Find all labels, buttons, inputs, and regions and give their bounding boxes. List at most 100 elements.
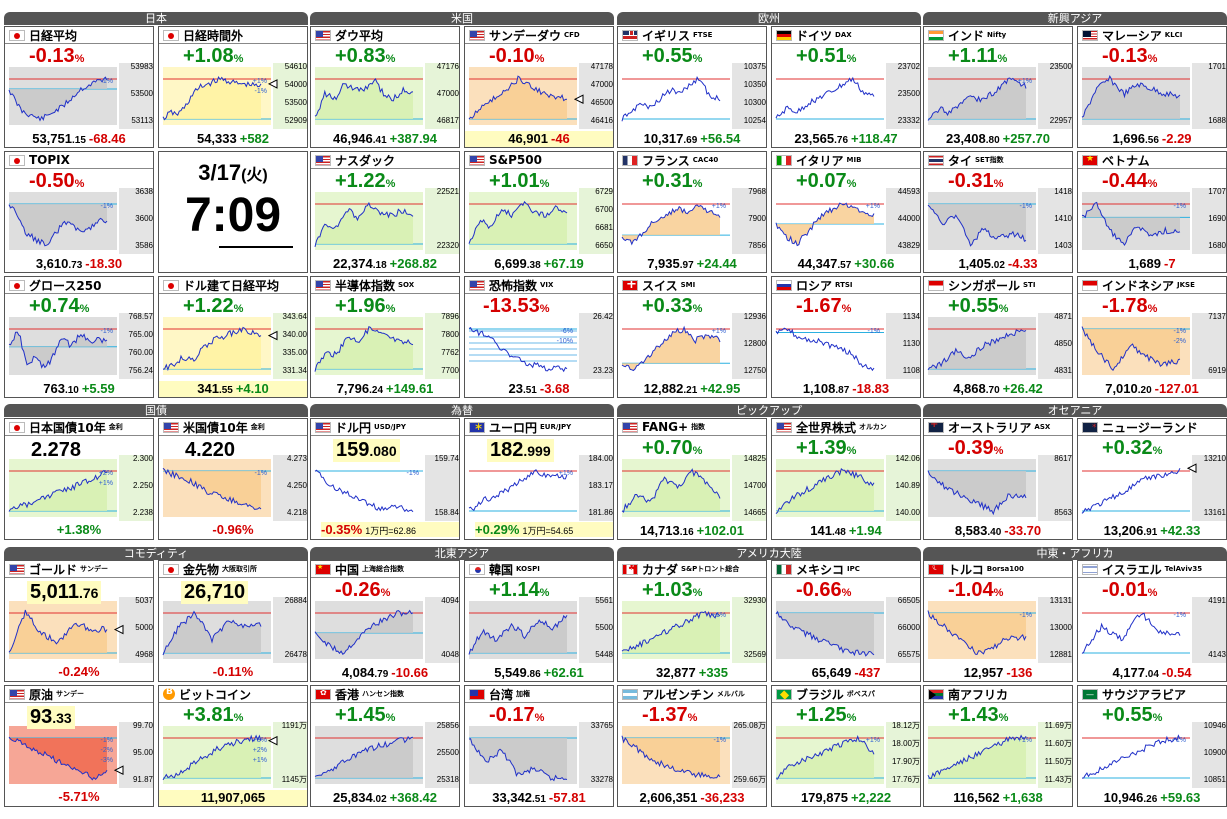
price-row: 4,084.79 -10.66 <box>311 665 459 681</box>
change-percent: +0.51% <box>796 45 856 68</box>
market-tile-sandaydow[interactable]: サンデーダウ CFD 47178 47000 46500 46416 -0.10% 46,90… <box>464 26 614 148</box>
chart-area <box>622 205 720 245</box>
change-percent: +1.01% <box>489 170 549 193</box>
market-tile-sox[interactable]: 半導体指数 SOX 7896 7800 7762 7700 +1.96% 7,796.24 +1… <box>310 276 460 398</box>
market-tile-klci[interactable]: マレーシア KLCI 1701 1688 -0.13% 1,696.56 -2.29 <box>1077 26 1227 148</box>
market-tile-growth[interactable]: グロース250 768.57 765.00 760.00 756.24 -1% +0.74%… <box>4 276 154 398</box>
series-line <box>468 469 568 512</box>
market-tile-oil[interactable]: 原油 サンデー 99.70 95.00 91.87 -1% -2% -3% 93.33 -5.71… <box>4 685 154 807</box>
mini-chart: 5561 5500 5448 <box>468 596 613 663</box>
market-tile-vix[interactable]: 恐怖指数 VIX 26.42 23.23 -6% -10% -13.53% 23.51 -3.6… <box>464 276 614 398</box>
price-main: 1,108 <box>802 381 836 396</box>
chart-area <box>315 203 413 247</box>
market-tile-jgb10[interactable]: 日本国債10年 金利 2.300 2.250 2.238 +2% +1% 2.278 +1.38… <box>4 418 154 540</box>
market-tile-dax[interactable]: ドイツ DAX 23702 23500 23332 +0.51% 23,565.76 +118… <box>771 26 921 148</box>
series-line <box>8 469 108 512</box>
market-tile-merval[interactable]: アルゼンチン メルバル 265.08万 259.66万 -1% -1.37% 2,606,3… <box>617 685 767 807</box>
change-percent: +0.31% <box>642 170 702 193</box>
mini-chart: 6729 6700 6681 6650 <box>468 187 613 254</box>
market-tile-mib[interactable]: イタリア MIB 44593 44000 43829 +1% +0.07% 44,347.57… <box>771 151 921 273</box>
axis-background <box>425 63 459 129</box>
market-tile-ftse[interactable]: イギリス FTSE 10375 10350 10300 10254 +0.55% 10,317… <box>617 26 767 148</box>
jp-flag-icon <box>9 421 25 433</box>
fr-flag-icon <box>622 154 638 166</box>
market-tile-smi[interactable]: スイスSMI129361280012750+1%+0.33%12,882.21+… <box>617 276 767 398</box>
percent-unit: % <box>79 303 90 315</box>
market-tile-set[interactable]: タイ SET指数 1418 1410 1403 -1% -0.31% 1,405.02 -4.3… <box>923 151 1073 273</box>
market-tile-nikkei_night[interactable]: 日経時間外 54610 54000 53500 52909 +1% -1% +1.08% 54,… <box>158 26 308 148</box>
market-tile-topix[interactable]: TOPIX 3638 3600 3586 -1% -0.50% 3,610.73 -18.30 <box>4 151 154 273</box>
price-row: 44,347.57 +30.66 <box>772 256 920 272</box>
yield-value: 2.278 <box>31 439 82 461</box>
y-tick-label: 44593 <box>898 187 921 196</box>
market-tile-acwi[interactable]: 全世界株式 オルカン 142.06 140.89 140.00 +1.39% 141.48 +… <box>771 418 921 540</box>
pct-tick-label: -1% <box>1174 612 1186 619</box>
price-decimal: .69 <box>683 135 698 146</box>
price-row: 46,901 -46 <box>465 131 613 147</box>
price-decimal: .70 <box>985 385 1000 396</box>
y-tick-label: 765.00 <box>129 330 154 339</box>
market-tile-sti[interactable]: シンガポール STI 4871 4850 4831 +0.55% 4,868.70 +26.4… <box>923 276 1073 398</box>
percent-unit: % <box>692 178 703 190</box>
y-tick-label: 181.86 <box>589 508 614 517</box>
series-line <box>621 610 721 652</box>
change-value: +1.22 <box>183 295 234 317</box>
market-tile-fang[interactable]: FANG+ 指数 14825 14700 14665 +0.70% 14,713.16 +10… <box>617 418 767 540</box>
market-tile-btc[interactable]: ビットコイン 1191万 1145万 +3% +2% +1% +3.81% 11,907,06… <box>158 685 308 807</box>
y-tick-label: 10946 <box>1204 721 1227 730</box>
market-tile-nikkei[interactable]: 日経平均 53983 53500 53113 -1% -0.13% 53,751.15 -68… <box>4 26 154 148</box>
change-percent: +0.83% <box>335 45 395 68</box>
mini-chart: 99.70 95.00 91.87 -1% -2% -3% <box>8 721 153 788</box>
series-line <box>162 467 262 510</box>
market-tile-nifty[interactable]: インド Nifty 23500 22957 +1% +1.11% 23,408.80 +257… <box>923 26 1073 148</box>
market-tile-rts[interactable]: ロシア RTSI 1134 1130 1108 -1% -1.67% 1,108.87 -18.… <box>771 276 921 398</box>
percent-unit: % <box>534 53 545 65</box>
change-percent: -0.39% <box>948 437 1003 460</box>
market-tile-jse[interactable]: 南アフリカ 11.69万 11.60万 11.50万 11.43万 +1% +1.43% 11… <box>923 685 1073 807</box>
market-tile-nzx[interactable]: ニュージーランド 13210 13161 +0.32% 13,206.91+42.33 <box>1077 418 1227 540</box>
pct-tick-label: -1% <box>1174 203 1186 210</box>
y-tick-label: 5000 <box>135 623 153 632</box>
btc-flag-icon <box>163 688 175 700</box>
pct-tick-label: -1% <box>1174 328 1186 335</box>
price-row: 65,649 -437 <box>772 665 920 681</box>
mini-chart: 23500 22957 +1% <box>927 62 1072 129</box>
market-tile-jkse[interactable]: インドネシア JKSE 7137 6919 -1% -2% -1.78% 7,010.20 -1… <box>1077 276 1227 398</box>
market-tile-gold[interactable]: ゴールド サンデー 5037 5000 4968 5,011.76 -0.24% <box>4 560 154 682</box>
market-tile-cac[interactable]: フランス CAC40 7968 7900 7856 +1% +0.31% 7,935.97 +2… <box>617 151 767 273</box>
series-line <box>162 734 262 781</box>
market-tile-goldjp[interactable]: 金先物 大阪取引所 26884 26478 26,710 -0.11% <box>158 560 308 682</box>
y-tick-label: 23332 <box>898 116 921 125</box>
tile-header: 半導体指数 SOX <box>311 277 459 294</box>
market-tile-ust10[interactable]: 米国債10年 金利 4.273 4.250 4.218 -1% 4.220 -0.96% <box>158 418 308 540</box>
price-change: +30.66 <box>854 256 895 271</box>
mini-chart: 53983 53500 53113 -1% <box>8 62 153 129</box>
market-tile-kospi[interactable]: 韓国 KOSPI 5561 5500 5448 +1.14% 5,549.86 +62.61 <box>464 560 614 682</box>
market-tile-nasdaq[interactable]: ナスダック 22521 22320 +1.22% 22,374.18 +268.82 <box>310 151 460 273</box>
market-tile-nikkei_usd[interactable]: ドル建て日経平均 343.64 340.00 335.00 331.34 +1.22% 34… <box>158 276 308 398</box>
market-tile-ta35[interactable]: イスラエル TelAviv35 4191 4143 -1% -0.01% 4,177.04-… <box>1077 560 1227 682</box>
price-change: +1,638 <box>1002 790 1043 805</box>
tile-name: アルゼンチン <box>642 687 714 702</box>
market-tile-sp500[interactable]: S&P500 6729 6700 6681 6650 +1.01% 6,699.38 +67.… <box>464 151 614 273</box>
y-tick-label: 184.00 <box>589 454 614 463</box>
price-main: 8,583 <box>954 523 988 538</box>
mini-chart: 25856 25500 25318 <box>314 721 459 788</box>
market-tile-vn[interactable]: ベトナム 1707 1690 1680 -1% -0.44% 1,689-7 <box>1077 151 1227 273</box>
market-tile-dow[interactable]: ダウ平均 47176 47000 46817 +0.83% 46,946.41 +387.9… <box>310 26 460 148</box>
market-tile-taiex[interactable]: 台湾 加権 33765 33278 -0.17% 33,342.51 -57.81 <box>464 685 614 807</box>
change-percent: +0.55% <box>948 295 1008 318</box>
market-tile-ipc[interactable]: メキシコ IPC 66505 66000 65575 -0.66% 65,649 -437 <box>771 560 921 682</box>
y-tick-label: 46416 <box>591 116 614 125</box>
price-row: 3,610.73 -18.30 <box>5 256 153 272</box>
market-tile-usdjpy[interactable]: ドル円 USD/JPY 159.74 158.84 -1% 159.080 -0.35% 1万… <box>310 418 460 540</box>
market-tile-tasi[interactable]: サウジアラビア 10946 10900 10851 +1% +0.55% 10,946.26… <box>1077 685 1227 807</box>
series-line <box>8 204 108 247</box>
market-tile-bovespa[interactable]: ブラジル ボベスパ 18.12万 18.00万 17.90万 17.76万 +1% +1.25… <box>771 685 921 807</box>
